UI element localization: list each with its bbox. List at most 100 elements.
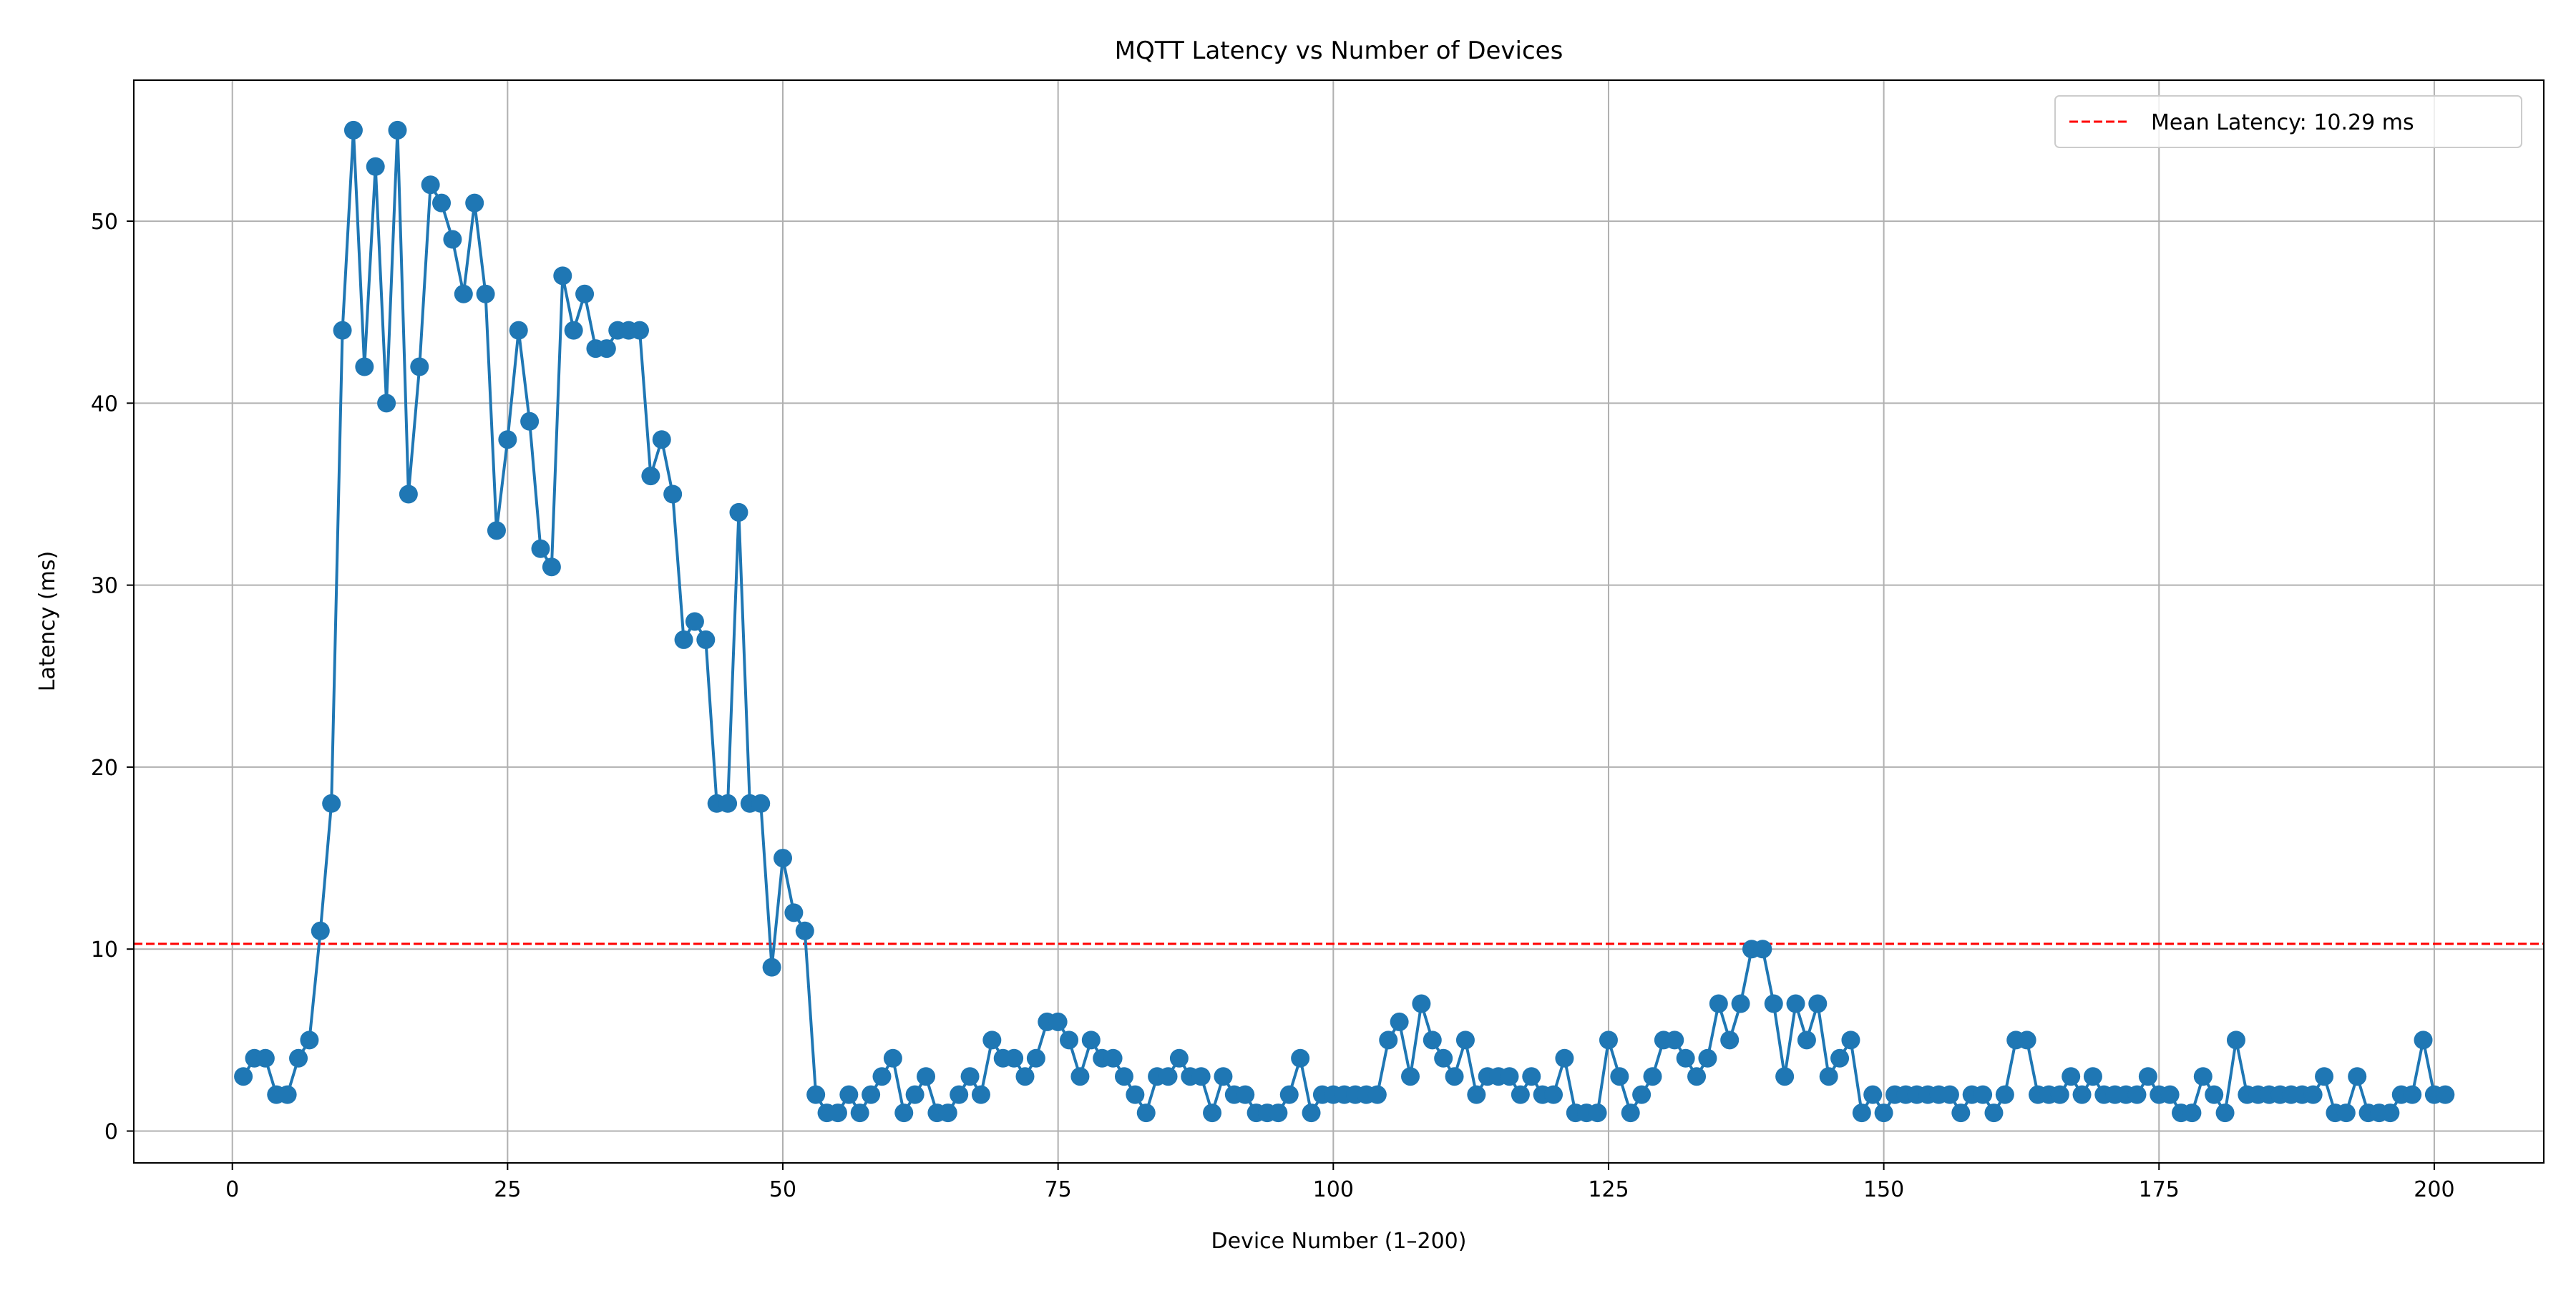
y-tick-label: 40	[91, 391, 118, 416]
data-point	[718, 794, 738, 813]
data-point	[410, 357, 429, 376]
data-point	[1951, 1104, 1971, 1123]
data-point	[289, 1048, 308, 1068]
data-point	[1291, 1048, 1310, 1068]
data-point	[1269, 1104, 1288, 1123]
data-point	[2138, 1067, 2157, 1086]
data-point	[1169, 1048, 1189, 1068]
data-point	[784, 903, 804, 922]
data-point	[2072, 1085, 2092, 1104]
data-point	[1676, 1048, 1695, 1068]
data-point	[685, 612, 704, 631]
data-point	[278, 1085, 297, 1104]
data-point	[1599, 1031, 1618, 1050]
data-point	[1081, 1031, 1101, 1050]
plot-frame	[133, 79, 2545, 1164]
data-point	[1434, 1048, 1453, 1068]
data-point	[950, 1085, 969, 1104]
data-point	[1808, 994, 1828, 1013]
data-point	[1555, 1048, 1574, 1068]
data-point	[1731, 994, 1750, 1013]
y-tick-label: 20	[91, 756, 118, 781]
data-point	[1940, 1085, 1959, 1104]
data-point	[2226, 1031, 2245, 1050]
data-point	[630, 321, 649, 340]
y-tick-label: 10	[91, 937, 118, 963]
data-point	[1214, 1067, 1233, 1086]
data-point	[498, 430, 517, 449]
data-point	[862, 1085, 881, 1104]
data-point	[487, 521, 506, 540]
data-point	[2215, 1104, 2235, 1123]
data-point	[1830, 1048, 1850, 1068]
data-point	[696, 630, 716, 649]
data-point	[1665, 1031, 1684, 1050]
data-point	[1412, 994, 1431, 1013]
data-point	[2414, 1031, 2433, 1050]
y-tick-label: 0	[104, 1120, 118, 1145]
x-tick-label: 125	[1588, 1177, 1629, 1202]
legend-box	[2054, 95, 2522, 148]
data-point	[1852, 1104, 1871, 1123]
data-point	[2336, 1104, 2356, 1123]
data-point	[1797, 1031, 1816, 1050]
data-point	[1060, 1031, 1079, 1050]
data-point	[1467, 1085, 1486, 1104]
legend: Mean Latency: 10.29 ms	[2054, 95, 2522, 148]
data-point	[531, 539, 550, 558]
grid	[134, 80, 2544, 1163]
data-point	[1048, 1012, 1068, 1031]
data-point	[1687, 1067, 1707, 1086]
data-point	[1863, 1085, 1883, 1104]
data-point	[883, 1048, 902, 1068]
data-point	[1126, 1085, 1145, 1104]
y-tick-label: 50	[91, 210, 118, 235]
data-point	[1874, 1104, 1893, 1123]
data-point	[465, 193, 484, 213]
data-point	[564, 321, 583, 340]
data-point	[905, 1085, 924, 1104]
data-point	[1103, 1048, 1123, 1068]
data-point	[366, 157, 385, 176]
y-axis-label: Latency (ms)	[35, 551, 60, 691]
data-point	[2315, 1067, 2334, 1086]
data-point	[542, 557, 561, 577]
data-point	[751, 794, 771, 813]
data-point	[311, 921, 330, 940]
data-point	[1026, 1048, 1045, 1068]
data-point	[806, 1085, 826, 1104]
data-point	[255, 1048, 275, 1068]
data-point	[1279, 1085, 1299, 1104]
data-point	[388, 120, 407, 140]
data-point	[1455, 1031, 1475, 1050]
series-layer	[234, 120, 2455, 1123]
data-point	[2017, 1031, 2036, 1050]
data-point	[1621, 1104, 1640, 1123]
data-point	[1841, 1031, 1860, 1050]
data-point	[1786, 994, 1805, 1013]
data-point	[1500, 1067, 1519, 1086]
data-point	[2127, 1085, 2147, 1104]
data-point	[1005, 1048, 1024, 1068]
data-point	[454, 284, 473, 303]
data-point	[553, 266, 572, 286]
data-point	[1753, 940, 1772, 959]
data-point	[1511, 1085, 1530, 1104]
data-point	[1203, 1104, 1222, 1123]
data-point	[729, 502, 748, 522]
data-point	[509, 321, 528, 340]
x-tick-label: 0	[225, 1177, 239, 1202]
data-point	[1643, 1067, 1662, 1086]
legend-label-mean: Mean Latency: 10.29 ms	[2151, 110, 2414, 135]
data-point	[1775, 1067, 1795, 1086]
y-tick-label: 30	[91, 574, 118, 599]
data-point	[774, 849, 793, 868]
data-point	[828, 1104, 847, 1123]
data-point	[762, 958, 781, 977]
data-point	[1544, 1085, 1563, 1104]
data-point	[938, 1104, 957, 1123]
x-tick-label: 200	[2414, 1177, 2454, 1202]
data-point	[1390, 1012, 1409, 1031]
data-point	[1379, 1031, 1398, 1050]
